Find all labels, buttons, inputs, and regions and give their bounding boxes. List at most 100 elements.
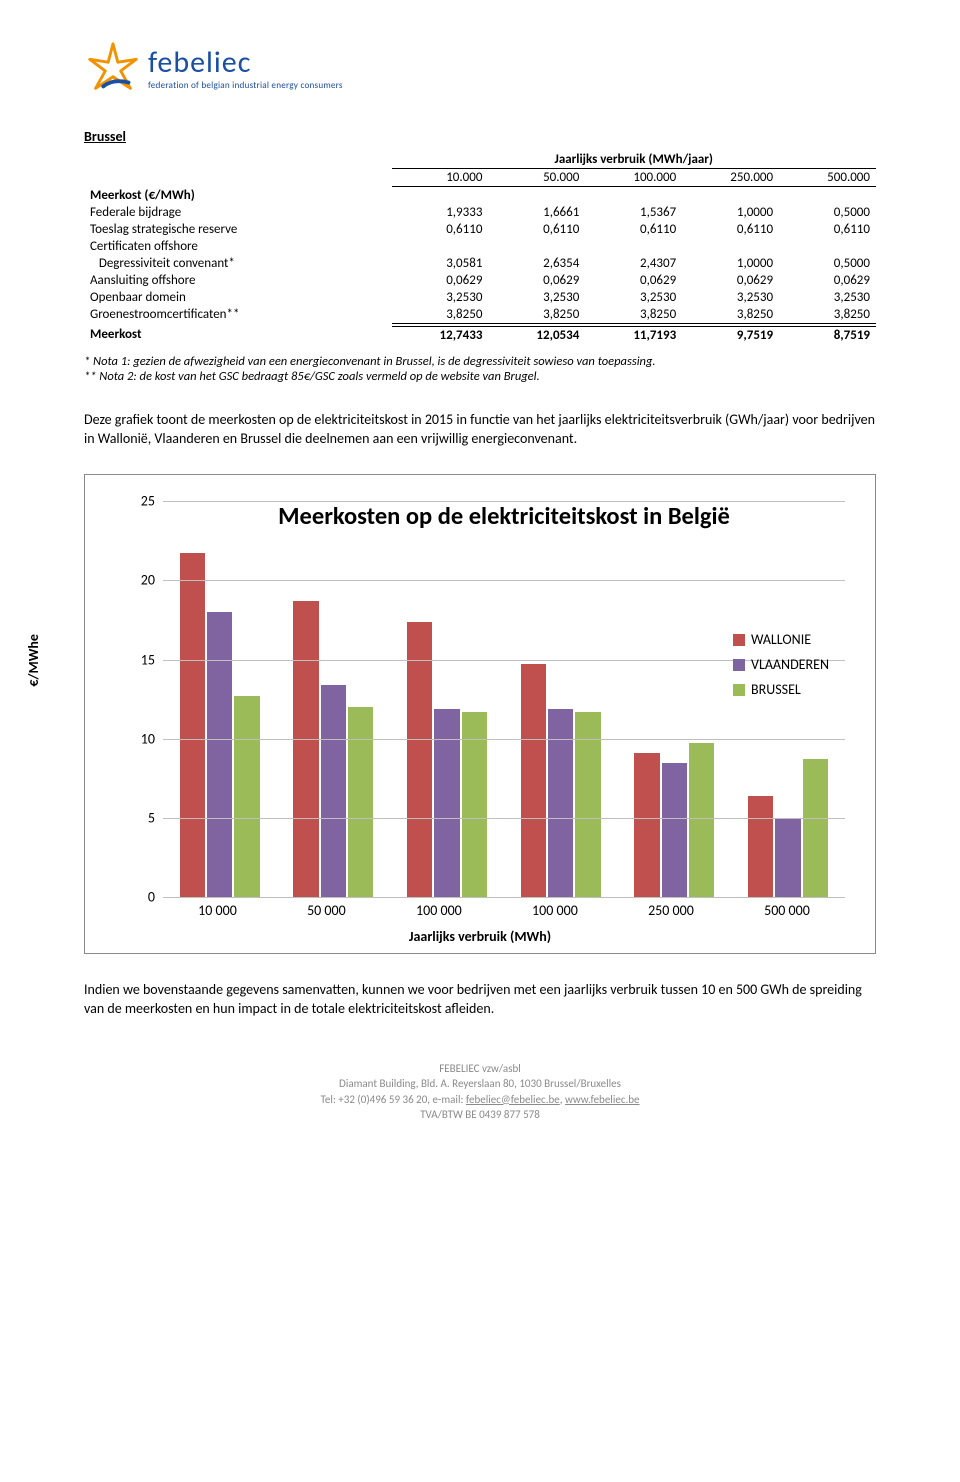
xtick: 50 000 [307, 902, 346, 919]
ytick: 25 [141, 493, 155, 510]
bar [407, 622, 432, 898]
col-header: 100.000 [585, 169, 682, 187]
bar [634, 753, 659, 897]
cell: 3,8250 [585, 306, 682, 324]
col-header: 250.000 [682, 169, 779, 187]
meerkost-row-label: Meerkost (€/MWh) [84, 187, 392, 204]
cell: 0,0629 [779, 272, 876, 289]
cell: 3,8250 [488, 306, 585, 324]
row-label: Degressiviteit convenant* [84, 255, 392, 272]
total-cell: 11,7193 [585, 326, 682, 344]
legend-swatch-icon [733, 634, 745, 646]
cell: 0,6110 [682, 221, 779, 238]
star-icon [84, 40, 142, 98]
total-cell: 9,7519 [682, 326, 779, 344]
total-cell: 8,7519 [779, 326, 876, 344]
row-label: Groenestroomcertificaten** [84, 306, 392, 324]
bar [434, 709, 459, 897]
cell: 0,5000 [779, 255, 876, 272]
cell [392, 238, 489, 255]
cell: 3,2530 [585, 289, 682, 306]
cell [585, 238, 682, 255]
cell: 3,2530 [392, 289, 489, 306]
cell: 2,6354 [488, 255, 585, 272]
cell: 0,6110 [488, 221, 585, 238]
cell: 0,6110 [779, 221, 876, 238]
xtick: 250 000 [648, 902, 694, 919]
cell: 0,0629 [682, 272, 779, 289]
footer-line-4: TVA/BTW BE 0439 877 578 [84, 1107, 876, 1122]
chart-xlabel: Jaarlijks verbruik (MWh) [85, 928, 875, 945]
cell: 2,4307 [585, 255, 682, 272]
total-label: Meerkost [84, 326, 392, 344]
ytick: 0 [148, 889, 155, 906]
cell: 0,5000 [779, 204, 876, 221]
chart-legend: WALLONIE VLAANDEREN BRUSSEL [733, 623, 829, 706]
cell: 3,8250 [682, 306, 779, 324]
cell [488, 238, 585, 255]
bar [803, 759, 828, 897]
cell: 0,0629 [392, 272, 489, 289]
cell: 3,2530 [488, 289, 585, 306]
total-cell: 12,0534 [488, 326, 585, 344]
cell: 3,8250 [392, 306, 489, 324]
xtick: 10 000 [198, 902, 237, 919]
cell: 1,0000 [682, 204, 779, 221]
bar [207, 612, 232, 897]
ytick: 20 [141, 572, 155, 589]
cell: 1,0000 [682, 255, 779, 272]
cell: 0,0629 [585, 272, 682, 289]
legend-swatch-icon [733, 659, 745, 671]
table-note-2: ** Nota 2: de kost van het GSC bedraagt … [84, 369, 876, 384]
footer-web-link[interactable]: www.febeliec.be [565, 1093, 640, 1106]
footer-line-3: Tel: +32 (0)496 59 36 20, e-mail: febeli… [84, 1092, 876, 1107]
cell: 0,6110 [585, 221, 682, 238]
row-label: Openbaar domein [84, 289, 392, 306]
col-header: 10.000 [392, 169, 489, 187]
intro-paragraph: Deze grafiek toont de meerkosten op de e… [84, 410, 876, 449]
logo: febeliec federation of belgian industria… [84, 40, 876, 98]
bar [180, 553, 205, 897]
footer-email-link[interactable]: febeliec@febeliec.be [466, 1093, 560, 1106]
bar [689, 743, 714, 897]
legend-swatch-icon [733, 684, 745, 696]
cell: 0,0629 [488, 272, 585, 289]
ytick: 5 [148, 809, 155, 826]
cell: 1,6661 [488, 204, 585, 221]
bar [234, 696, 259, 897]
cell: 0,6110 [392, 221, 489, 238]
bar [548, 709, 573, 897]
table-section-title: Brussel [84, 128, 876, 145]
col-header: 50.000 [488, 169, 585, 187]
xtick: 500 000 [764, 902, 810, 919]
cost-table: Jaarlijks verbruik (MWh/jaar) 10.00050.0… [84, 151, 876, 344]
cell [682, 238, 779, 255]
footer-line-1: FEBELIEC vzw/asbl [84, 1061, 876, 1076]
xtick: 100 000 [416, 902, 462, 919]
row-label: Aansluiting offshore [84, 272, 392, 289]
xtick: 100 000 [532, 902, 578, 919]
logo-tagline: federation of belgian industrial energy … [148, 80, 343, 91]
cell: 3,0581 [392, 255, 489, 272]
bar [321, 685, 346, 897]
bar [775, 818, 800, 897]
cell: 1,9333 [392, 204, 489, 221]
legend-label: WALLONIE [751, 631, 811, 648]
bar [293, 601, 318, 897]
bar [662, 763, 687, 898]
page-footer: FEBELIEC vzw/asbl Diamant Building, Bld.… [84, 1061, 876, 1123]
table-superheader: Jaarlijks verbruik (MWh/jaar) [392, 151, 876, 169]
logo-brand: febeliec [148, 48, 343, 78]
legend-label: BRUSSEL [751, 681, 801, 698]
row-label: Certificaten offshore [84, 238, 392, 255]
cell: 3,8250 [779, 306, 876, 324]
ytick: 10 [141, 730, 155, 747]
ytick: 15 [141, 651, 155, 668]
cell: 1,5367 [585, 204, 682, 221]
col-header: 500.000 [779, 169, 876, 187]
outro-paragraph: Indien we bovenstaande gegevens samenvat… [84, 980, 876, 1019]
table-note-1: * Nota 1: gezien de afwezigheid van een … [84, 354, 876, 369]
bar [348, 707, 373, 897]
legend-label: VLAANDEREN [751, 656, 829, 673]
row-label: Toeslag strategische reserve [84, 221, 392, 238]
